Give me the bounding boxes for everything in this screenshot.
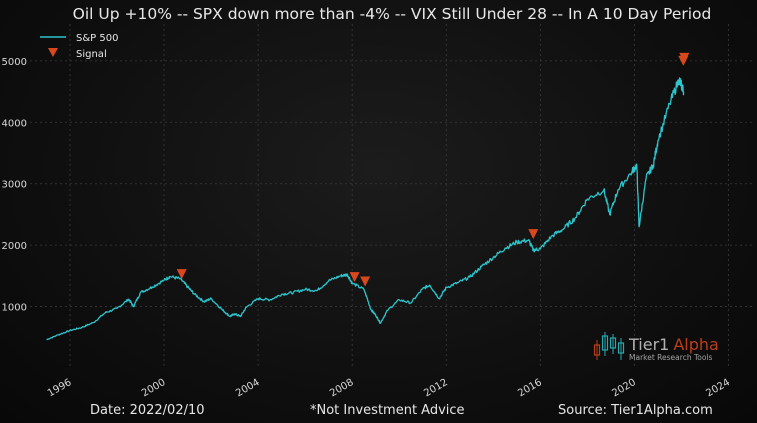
legend-label-signal: Signal <box>76 49 107 60</box>
signal-marker <box>360 276 371 287</box>
footer-disclaimer: *Not Investment Advice <box>310 403 465 418</box>
y-tick-label: 3000 <box>2 180 27 191</box>
candlestick-icon <box>593 332 625 360</box>
signal-marker <box>528 229 539 240</box>
brand-name: Tier1 Alpha <box>628 335 719 354</box>
watermark-logo: Tier1 Alpha Market Research Tools <box>593 332 719 362</box>
footer-source: Source: Tier1Alpha.com <box>558 403 713 418</box>
x-tick-label: 2004 <box>234 377 262 399</box>
signal-marker <box>679 52 690 63</box>
legend-signal-marker <box>48 48 58 57</box>
series-line-sp500 <box>46 77 685 341</box>
x-axis: 1996 2000 2004 2008 2012 2016 2020 2024 <box>46 377 732 399</box>
signal-marker <box>176 269 187 280</box>
y-tick-label: 2000 <box>2 241 27 252</box>
series-layer <box>46 77 685 341</box>
x-tick-label: 2016 <box>516 377 544 399</box>
legend: S&P 500 Signal <box>40 33 118 60</box>
footer-date: Date: 2022/02/10 <box>90 403 205 418</box>
signal-layer <box>176 52 690 287</box>
x-tick-label: 1996 <box>46 377 74 399</box>
brand-tier1: Tier1 <box>628 335 669 354</box>
legend-label-sp500: S&P 500 <box>76 33 118 44</box>
x-tick-label: 2000 <box>140 377 168 399</box>
x-tick-label: 2020 <box>610 377 638 399</box>
x-tick-label: 2024 <box>704 377 732 399</box>
x-tick-label: 2008 <box>328 377 356 399</box>
x-tick-label: 2012 <box>422 377 450 399</box>
y-tick-label: 5000 <box>2 57 27 68</box>
chart-title: Oil Up +10% -- SPX down more than -4% --… <box>73 5 712 23</box>
y-tick-label: 4000 <box>2 118 27 129</box>
y-axis: 1000 2000 3000 4000 5000 <box>2 57 27 314</box>
brand-alpha: Alpha <box>673 335 719 354</box>
grid <box>30 24 752 368</box>
y-tick-label: 1000 <box>2 303 27 314</box>
signal-marker <box>349 272 360 283</box>
brand-tagline: Market Research Tools <box>629 353 713 362</box>
